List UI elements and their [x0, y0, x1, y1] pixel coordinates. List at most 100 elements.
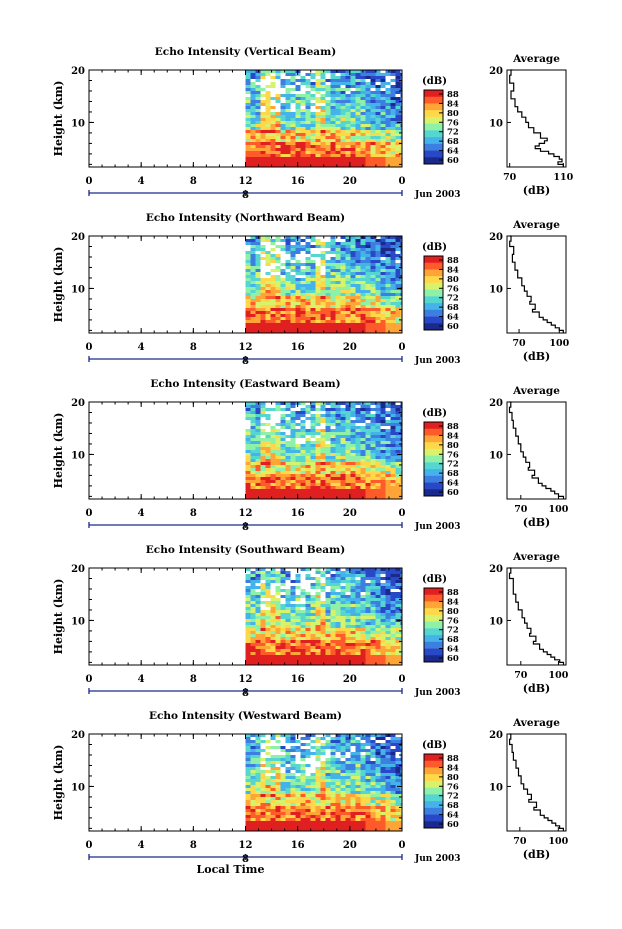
heatmap-cell	[285, 628, 291, 631]
heatmap-cell	[265, 646, 271, 649]
heatmap-cell	[400, 429, 402, 432]
heatmap-cell	[310, 163, 316, 166]
heatmap-cell	[310, 601, 316, 604]
heatmap-cell	[315, 812, 321, 815]
heatmap-cell	[260, 577, 266, 580]
heatmap-cell	[380, 290, 386, 293]
heatmap-cell	[310, 97, 316, 100]
heatmap-cell	[365, 248, 371, 251]
colorbar-segment	[424, 435, 443, 443]
heatmap-cell	[270, 468, 276, 471]
heatmap-cell	[375, 127, 381, 130]
heatmap-cell	[355, 320, 361, 323]
heatmap-cell	[255, 124, 261, 127]
heatmap-cell	[345, 263, 351, 266]
heatmap-cell	[310, 426, 316, 429]
heatmap-cell	[255, 326, 261, 329]
heatmap-cell	[290, 311, 296, 314]
heatmap-cell	[315, 477, 321, 480]
heatmap-cell	[305, 287, 311, 290]
heatmap-cell	[360, 97, 366, 100]
heatmap-cell	[290, 604, 296, 607]
heatmap-cell	[360, 604, 366, 607]
heatmap-cell	[315, 163, 321, 166]
colorbar-segment	[424, 469, 443, 477]
heatmap-cell	[255, 607, 261, 610]
heatmap-cell	[365, 124, 371, 127]
heatmap-cell	[300, 604, 306, 607]
heatmap-cell	[360, 118, 366, 121]
heatmap-cell	[330, 462, 336, 465]
heatmap-cell	[290, 245, 296, 248]
heatmap-cell	[275, 287, 281, 290]
heatmap-cell	[285, 767, 291, 770]
heatmap-cell	[390, 302, 396, 305]
heatmap-cell	[250, 480, 256, 483]
heatmap-cell	[360, 272, 366, 275]
heatmap-cell	[250, 598, 256, 601]
heatmap-cell	[390, 314, 396, 317]
heatmap-cell	[295, 136, 301, 139]
heatmap-cell	[360, 100, 366, 103]
heatmap-cell	[290, 236, 296, 239]
heatmap-cell	[245, 254, 251, 257]
heatmap-cell	[390, 97, 396, 100]
heatmap-cell	[310, 483, 316, 486]
heatmap-cell	[360, 640, 366, 643]
heatmap-cell	[275, 800, 281, 803]
heatmap-cell	[380, 489, 386, 492]
heatmap-cell	[370, 118, 376, 121]
colorbar-segment	[424, 262, 443, 270]
heatmap-cell	[265, 115, 271, 118]
heatmap-cell	[270, 429, 276, 432]
heatmap-cell	[290, 97, 296, 100]
heatmap-cell	[280, 622, 286, 625]
heatmap-cell	[360, 257, 366, 260]
heatmap-cell	[285, 601, 291, 604]
heatmap-cell	[345, 426, 351, 429]
heatmap-cell	[300, 658, 306, 661]
colorbar-label: (dB)	[422, 76, 447, 87]
heatmap-cell	[375, 622, 381, 625]
heatmap-cell	[330, 755, 336, 758]
heatmap-cell	[355, 643, 361, 646]
heatmap-cell	[365, 438, 371, 441]
heatmap-cell	[380, 293, 386, 296]
heatmap-cell	[245, 272, 251, 275]
heatmap-cell	[335, 112, 341, 115]
heatmap-cell	[335, 281, 341, 284]
heatmap-cell	[255, 465, 261, 468]
heatmap-cell	[245, 586, 251, 589]
heatmap-cell	[355, 652, 361, 655]
heatmap-cell	[325, 281, 331, 284]
colorbar-tick-label: 64	[447, 645, 459, 655]
heatmap-cell	[300, 628, 306, 631]
heatmap-cell	[360, 290, 366, 293]
heatmap-cell	[345, 248, 351, 251]
heatmap-cell	[375, 631, 381, 634]
heatmap-cell	[330, 658, 336, 661]
heatmap-cell	[285, 115, 291, 118]
heatmap-cell	[270, 815, 276, 818]
heatmap-cell	[315, 444, 321, 447]
heatmap-cell	[295, 118, 301, 121]
heatmap-cell	[380, 97, 386, 100]
heatmap-cell	[280, 809, 286, 812]
heatmap-cell	[360, 616, 366, 619]
heatmap-cell	[360, 652, 366, 655]
heatmap-cell	[250, 82, 256, 85]
heatmap-cell	[390, 601, 396, 604]
heatmap-cell	[270, 776, 276, 779]
heatmap-cell	[270, 809, 276, 812]
heatmap-cell	[395, 456, 401, 459]
heatmap-cell	[395, 465, 401, 468]
heatmap-cell	[335, 459, 341, 462]
heatmap-cell	[370, 616, 376, 619]
heatmap-cell	[335, 115, 341, 118]
heatmap-cell	[300, 263, 306, 266]
heatmap-cell	[265, 251, 271, 254]
heatmap-cell	[365, 88, 371, 91]
heatmap-cell	[400, 254, 402, 257]
heatmap-cell	[365, 495, 371, 498]
heatmap-cell	[280, 160, 286, 163]
